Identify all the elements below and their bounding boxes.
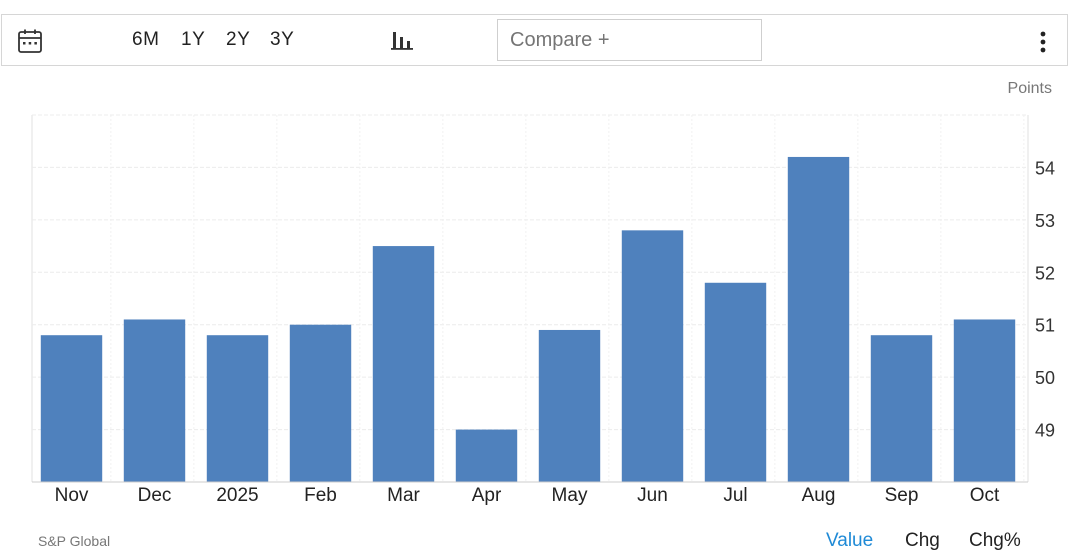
x-tick-label: Apr [472,485,502,506]
y-tick-label: 52 [1035,263,1055,283]
bar-chart: Nov Dec 2025 Feb Mar Apr May Jun Jul Aug Sep Oct 49 5… [31,114,1055,506]
x-tick-label: Feb [304,485,337,506]
y-tick-label: 49 [1035,421,1055,441]
bar-apr[interactable] [455,429,518,482]
x-tick-label: May [552,485,588,506]
bar-nov[interactable] [40,335,103,482]
bar-oct[interactable] [953,319,1016,482]
x-tick-label: Jun [637,485,668,506]
chart-toolbar: 6M 1Y 2Y 3Y [1,14,1068,66]
bar-feb[interactable] [289,324,352,482]
x-tick-label: Jul [723,485,747,506]
y-tick-label: 50 [1035,368,1055,388]
bar-jul[interactable] [704,282,767,482]
range-3y-button[interactable]: 3Y [270,29,295,50]
bar-aug[interactable] [787,156,850,482]
x-tick-label: Aug [802,485,836,506]
chg-button[interactable]: Chg [905,530,940,551]
y-tick-label: 54 [1035,158,1055,178]
range-6m-button[interactable]: 6M [132,29,160,50]
value-button[interactable]: Value [826,530,874,551]
y-tick-label: 51 [1035,316,1055,336]
more-vertical-icon[interactable] [1036,29,1050,55]
compare-input[interactable] [497,19,762,61]
range-1y-button[interactable]: 1Y [181,29,206,50]
bar-mar[interactable] [372,246,435,482]
chg-pct-button[interactable]: Chg% [969,530,1021,551]
calendar-icon[interactable] [17,28,43,54]
x-tick-label: 2025 [216,485,258,506]
x-tick-label: Mar [387,485,420,506]
range-2y-button[interactable]: 2Y [226,29,251,50]
bar-dec[interactable] [123,319,186,482]
x-tick-label: Dec [138,485,172,506]
y-tick-label: 53 [1035,211,1055,231]
bar-sep[interactable] [870,335,933,482]
x-tick-label: Nov [55,485,89,506]
bar-jun[interactable] [621,230,684,482]
x-tick-label: Sep [885,485,919,506]
source-label: S&P Global [38,533,111,549]
x-tick-label: Oct [970,485,1000,506]
bar-may[interactable] [538,329,601,482]
units-label: Points [1007,80,1052,97]
bar-chart-icon[interactable] [390,28,414,52]
bar-2025[interactable] [206,335,269,482]
